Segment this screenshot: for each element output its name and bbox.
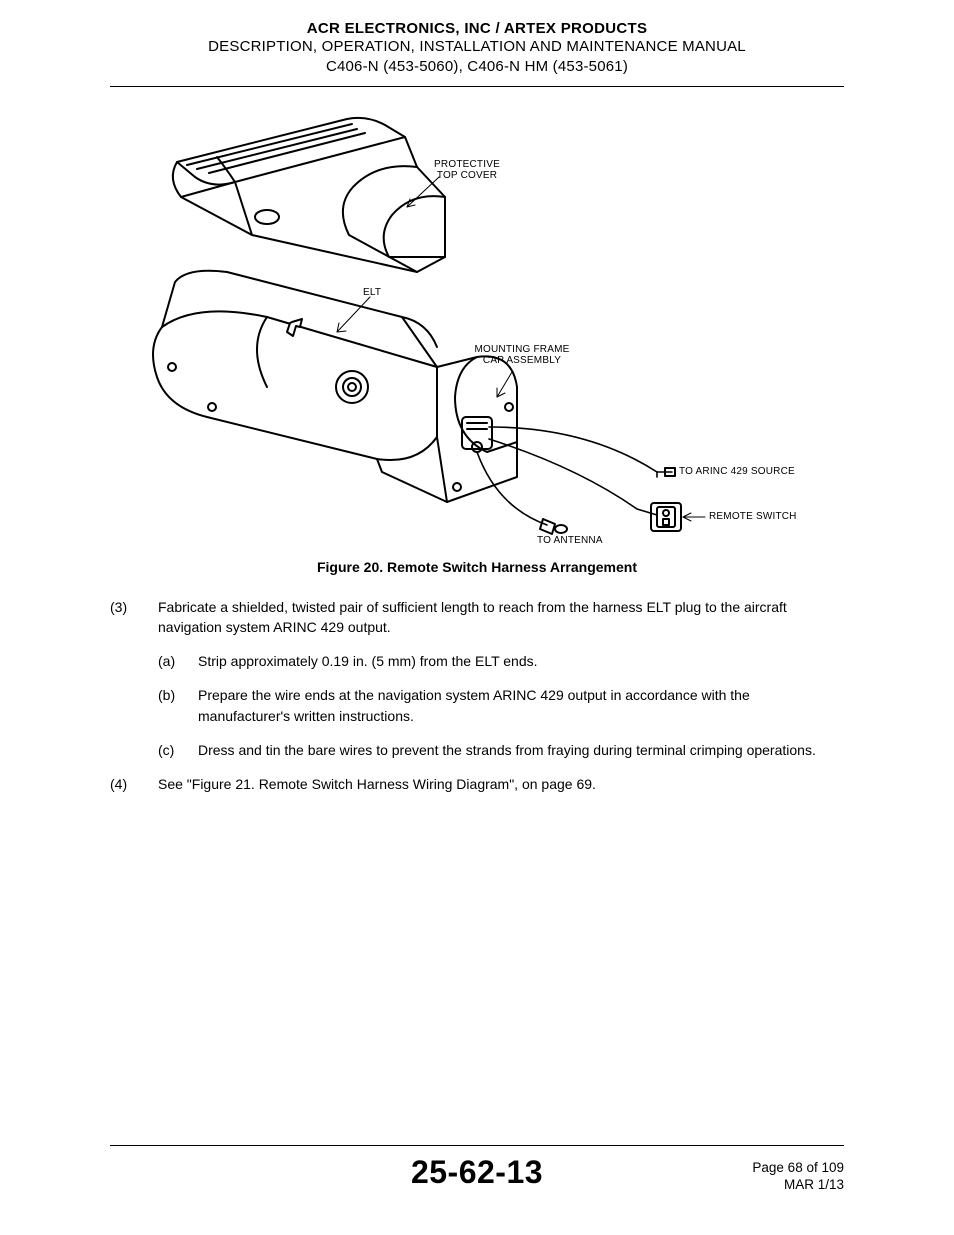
sub-item-b: (b) Prepare the wire ends at the navigat… [158,685,844,726]
label-remote-switch: REMOTE SWITCH [709,511,797,523]
sub-number: (a) [158,651,198,671]
header-subtitle-2: C406-N (453-5060), C406-N HM (453-5061) [110,57,844,77]
sub-number: (c) [158,740,198,760]
document-code: 25-62-13 [411,1154,543,1191]
sub-text: Prepare the wire ends at the navigation … [198,685,844,726]
item-number: (3) [110,597,158,761]
body-text: (3) Fabricate a shielded, twisted pair o… [110,597,844,795]
header-subtitle-1: DESCRIPTION, OPERATION, INSTALLATION AND… [110,37,844,57]
sub-item-a: (a) Strip approximately 0.19 in. (5 mm) … [158,651,844,671]
label-mounting-frame: MOUNTING FRAME CAP ASSEMBLY [467,344,577,367]
page-footer: 25-62-13 Page 68 of 109 MAR 1/13 [110,1145,844,1191]
sub-text: Dress and tin the bare wires to prevent … [198,740,844,760]
item-text: Fabricate a shielded, twisted pair of su… [158,599,787,635]
label-elt: ELT [363,287,381,299]
list-item-3: (3) Fabricate a shielded, twisted pair o… [110,597,844,761]
figure-caption: Figure 20. Remote Switch Harness Arrange… [110,559,844,575]
sub-item-c: (c) Dress and tin the bare wires to prev… [158,740,844,760]
item-number: (4) [110,774,158,794]
label-to-antenna: TO ANTENNA [537,535,603,547]
page-header: ACR ELECTRONICS, INC / ARTEX PRODUCTS DE… [110,20,844,87]
header-title: ACR ELECTRONICS, INC / ARTEX PRODUCTS [110,20,844,37]
sub-text: Strip approximately 0.19 in. (5 mm) from… [198,651,844,671]
figure-diagram: PROTECTIVE TOP COVER ELT MOUNTING FRAME … [117,107,837,547]
sub-number: (b) [158,685,198,726]
footer-page-info: Page 68 of 109 MAR 1/13 [752,1160,844,1194]
list-item-4: (4) See "Figure 21. Remote Switch Harnes… [110,774,844,794]
label-arinc: TO ARINC 429 SOURCE [679,466,795,478]
item-text: See "Figure 21. Remote Switch Harness Wi… [158,774,844,794]
label-protective-cover: PROTECTIVE TOP COVER [427,159,507,182]
